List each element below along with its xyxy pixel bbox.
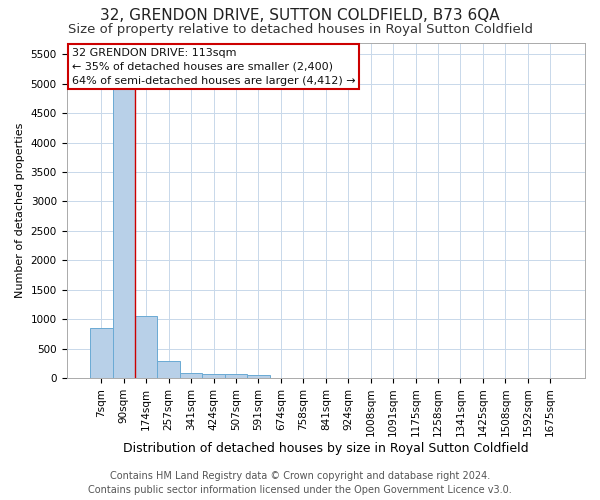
Text: Contains HM Land Registry data © Crown copyright and database right 2024.
Contai: Contains HM Land Registry data © Crown c…: [88, 471, 512, 495]
Bar: [157, 362, 180, 378]
Y-axis label: Number of detached properties: Number of detached properties: [15, 122, 25, 298]
Bar: [113, 54, 135, 378]
Text: 32 GRENDON DRIVE: 113sqm
← 35% of detached houses are smaller (2,400)
64% of sem: 32 GRENDON DRIVE: 113sqm ← 35% of detach…: [72, 48, 355, 86]
Bar: [90, 328, 113, 378]
Bar: [225, 374, 247, 378]
Bar: [202, 374, 225, 378]
X-axis label: Distribution of detached houses by size in Royal Sutton Coldfield: Distribution of detached houses by size …: [123, 442, 529, 455]
Bar: [180, 372, 202, 378]
Bar: [135, 316, 157, 378]
Bar: [247, 374, 269, 378]
Text: 32, GRENDON DRIVE, SUTTON COLDFIELD, B73 6QA: 32, GRENDON DRIVE, SUTTON COLDFIELD, B73…: [100, 8, 500, 22]
Text: Size of property relative to detached houses in Royal Sutton Coldfield: Size of property relative to detached ho…: [67, 22, 533, 36]
